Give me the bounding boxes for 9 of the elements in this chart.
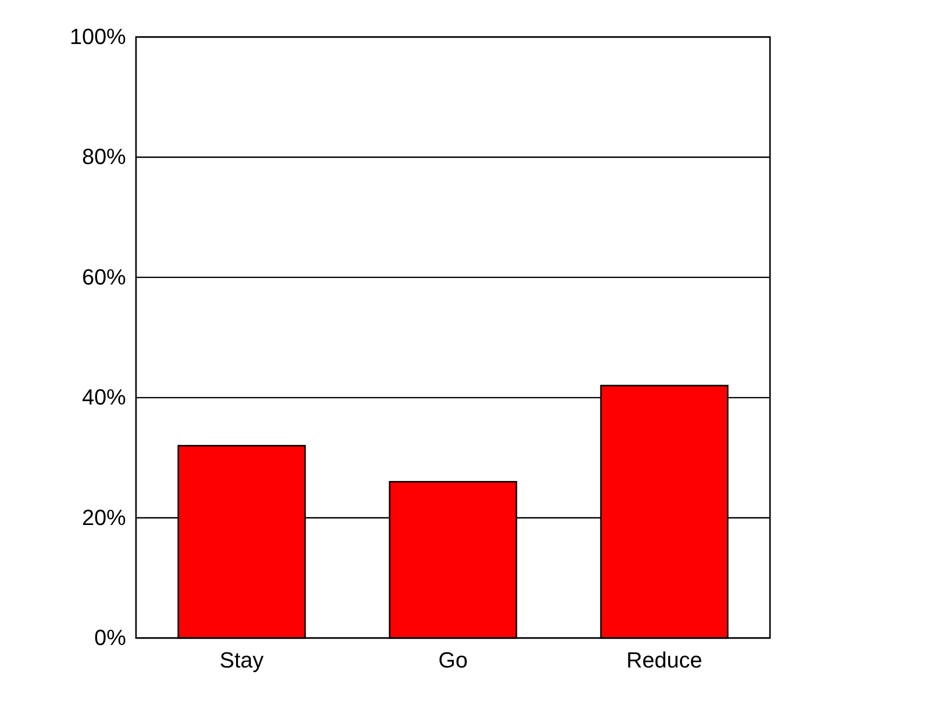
x-tick-label: Reduce xyxy=(626,648,702,673)
y-tick-label: 60% xyxy=(82,264,126,290)
y-tick-label: 20% xyxy=(82,504,126,530)
x-tick-label: Stay xyxy=(220,648,264,673)
x-tick-label: Go xyxy=(438,648,468,673)
y-tick-label: 80% xyxy=(82,144,126,170)
y-tick-label: 40% xyxy=(82,384,126,410)
y-tick-label: 0% xyxy=(94,625,126,650)
y-tick-label: 100% xyxy=(70,24,126,50)
